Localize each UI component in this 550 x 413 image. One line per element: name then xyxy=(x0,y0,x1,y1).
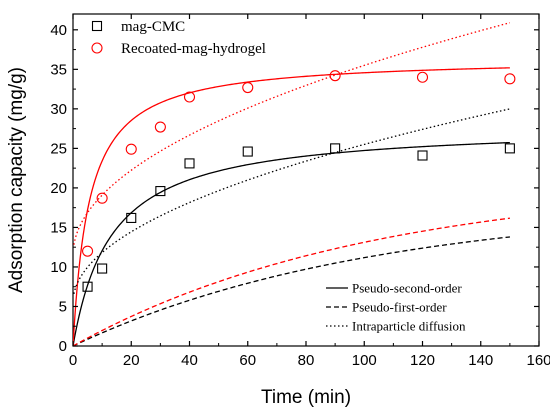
y-tick-label: 15 xyxy=(50,219,67,236)
axes: 0 20 40 60 80 100 120 140 160 0 5 10 15 20 25 30 35 40 xyxy=(50,14,550,369)
fit-curve xyxy=(73,236,510,346)
x-tick-label: 120 xyxy=(410,352,435,369)
legend-model-label: Intraparticle diffusion xyxy=(352,319,466,334)
y-tick-label: 20 xyxy=(50,180,67,197)
y-tick-label: 5 xyxy=(59,298,67,315)
y-tick-label: 10 xyxy=(50,259,67,276)
data-point-circle xyxy=(242,81,254,94)
plot-frame xyxy=(72,13,540,347)
data-point-circle xyxy=(82,245,94,257)
legend-square-marker xyxy=(91,20,103,32)
fit-curves xyxy=(73,22,511,346)
y-axis-title: Adsorption capacity (mg/g) xyxy=(6,67,27,293)
fit-curve xyxy=(73,67,510,346)
data-point-circle xyxy=(125,143,137,155)
fit-curve xyxy=(73,141,510,346)
data-point-circle xyxy=(96,192,108,204)
data-point-circle xyxy=(154,121,166,133)
x-tick-label: 160 xyxy=(526,352,550,369)
legend-series-label: Recoated-mag-hydrogel xyxy=(121,41,266,57)
x-tick-label: 80 xyxy=(298,352,315,369)
y-tick-label: 0 xyxy=(59,338,67,355)
x-tick-label: 60 xyxy=(239,352,256,369)
data-point-square xyxy=(417,150,428,161)
y-tick-label: 35 xyxy=(50,61,67,78)
fit-model-legend: Pseudo-second-order Pseudo-first-order Int… xyxy=(326,281,466,334)
data-point-circle xyxy=(329,70,341,82)
x-tick-label: 20 xyxy=(123,352,140,369)
legend-series-label: mag-CMC xyxy=(121,19,185,35)
data-point-square xyxy=(155,186,166,197)
fit-curve xyxy=(73,108,511,295)
series-legend: mag-CMC Recoated-mag-hydrogel xyxy=(91,19,266,57)
data-point-square xyxy=(97,263,108,274)
data-point-circle xyxy=(504,73,516,85)
x-tick-label: 0 xyxy=(69,352,77,369)
data-point-square xyxy=(330,143,341,154)
data-point-square xyxy=(184,158,195,169)
x-tick-label: 100 xyxy=(352,352,377,369)
x-tick-label: 140 xyxy=(468,352,493,369)
x-tick-label: 40 xyxy=(181,352,198,369)
fit-curve xyxy=(73,22,511,245)
data-point-square xyxy=(504,143,515,154)
data-point-circle xyxy=(416,71,429,83)
y-tick-label: 40 xyxy=(50,22,67,39)
y-tick-label: 30 xyxy=(50,101,67,118)
y-tick-label: 25 xyxy=(50,140,67,157)
fit-curve xyxy=(73,217,510,346)
data-point-square xyxy=(126,212,137,223)
legend-model-label: Pseudo-second-order xyxy=(352,281,462,296)
legend-circle-marker xyxy=(91,42,103,54)
legend-model-label: Pseudo-first-order xyxy=(352,300,447,315)
data-point-circle xyxy=(183,91,196,103)
data-markers xyxy=(82,70,516,292)
data-point-square xyxy=(82,281,93,292)
x-axis-title: Time (min) xyxy=(261,387,351,408)
data-point-square xyxy=(242,146,253,157)
